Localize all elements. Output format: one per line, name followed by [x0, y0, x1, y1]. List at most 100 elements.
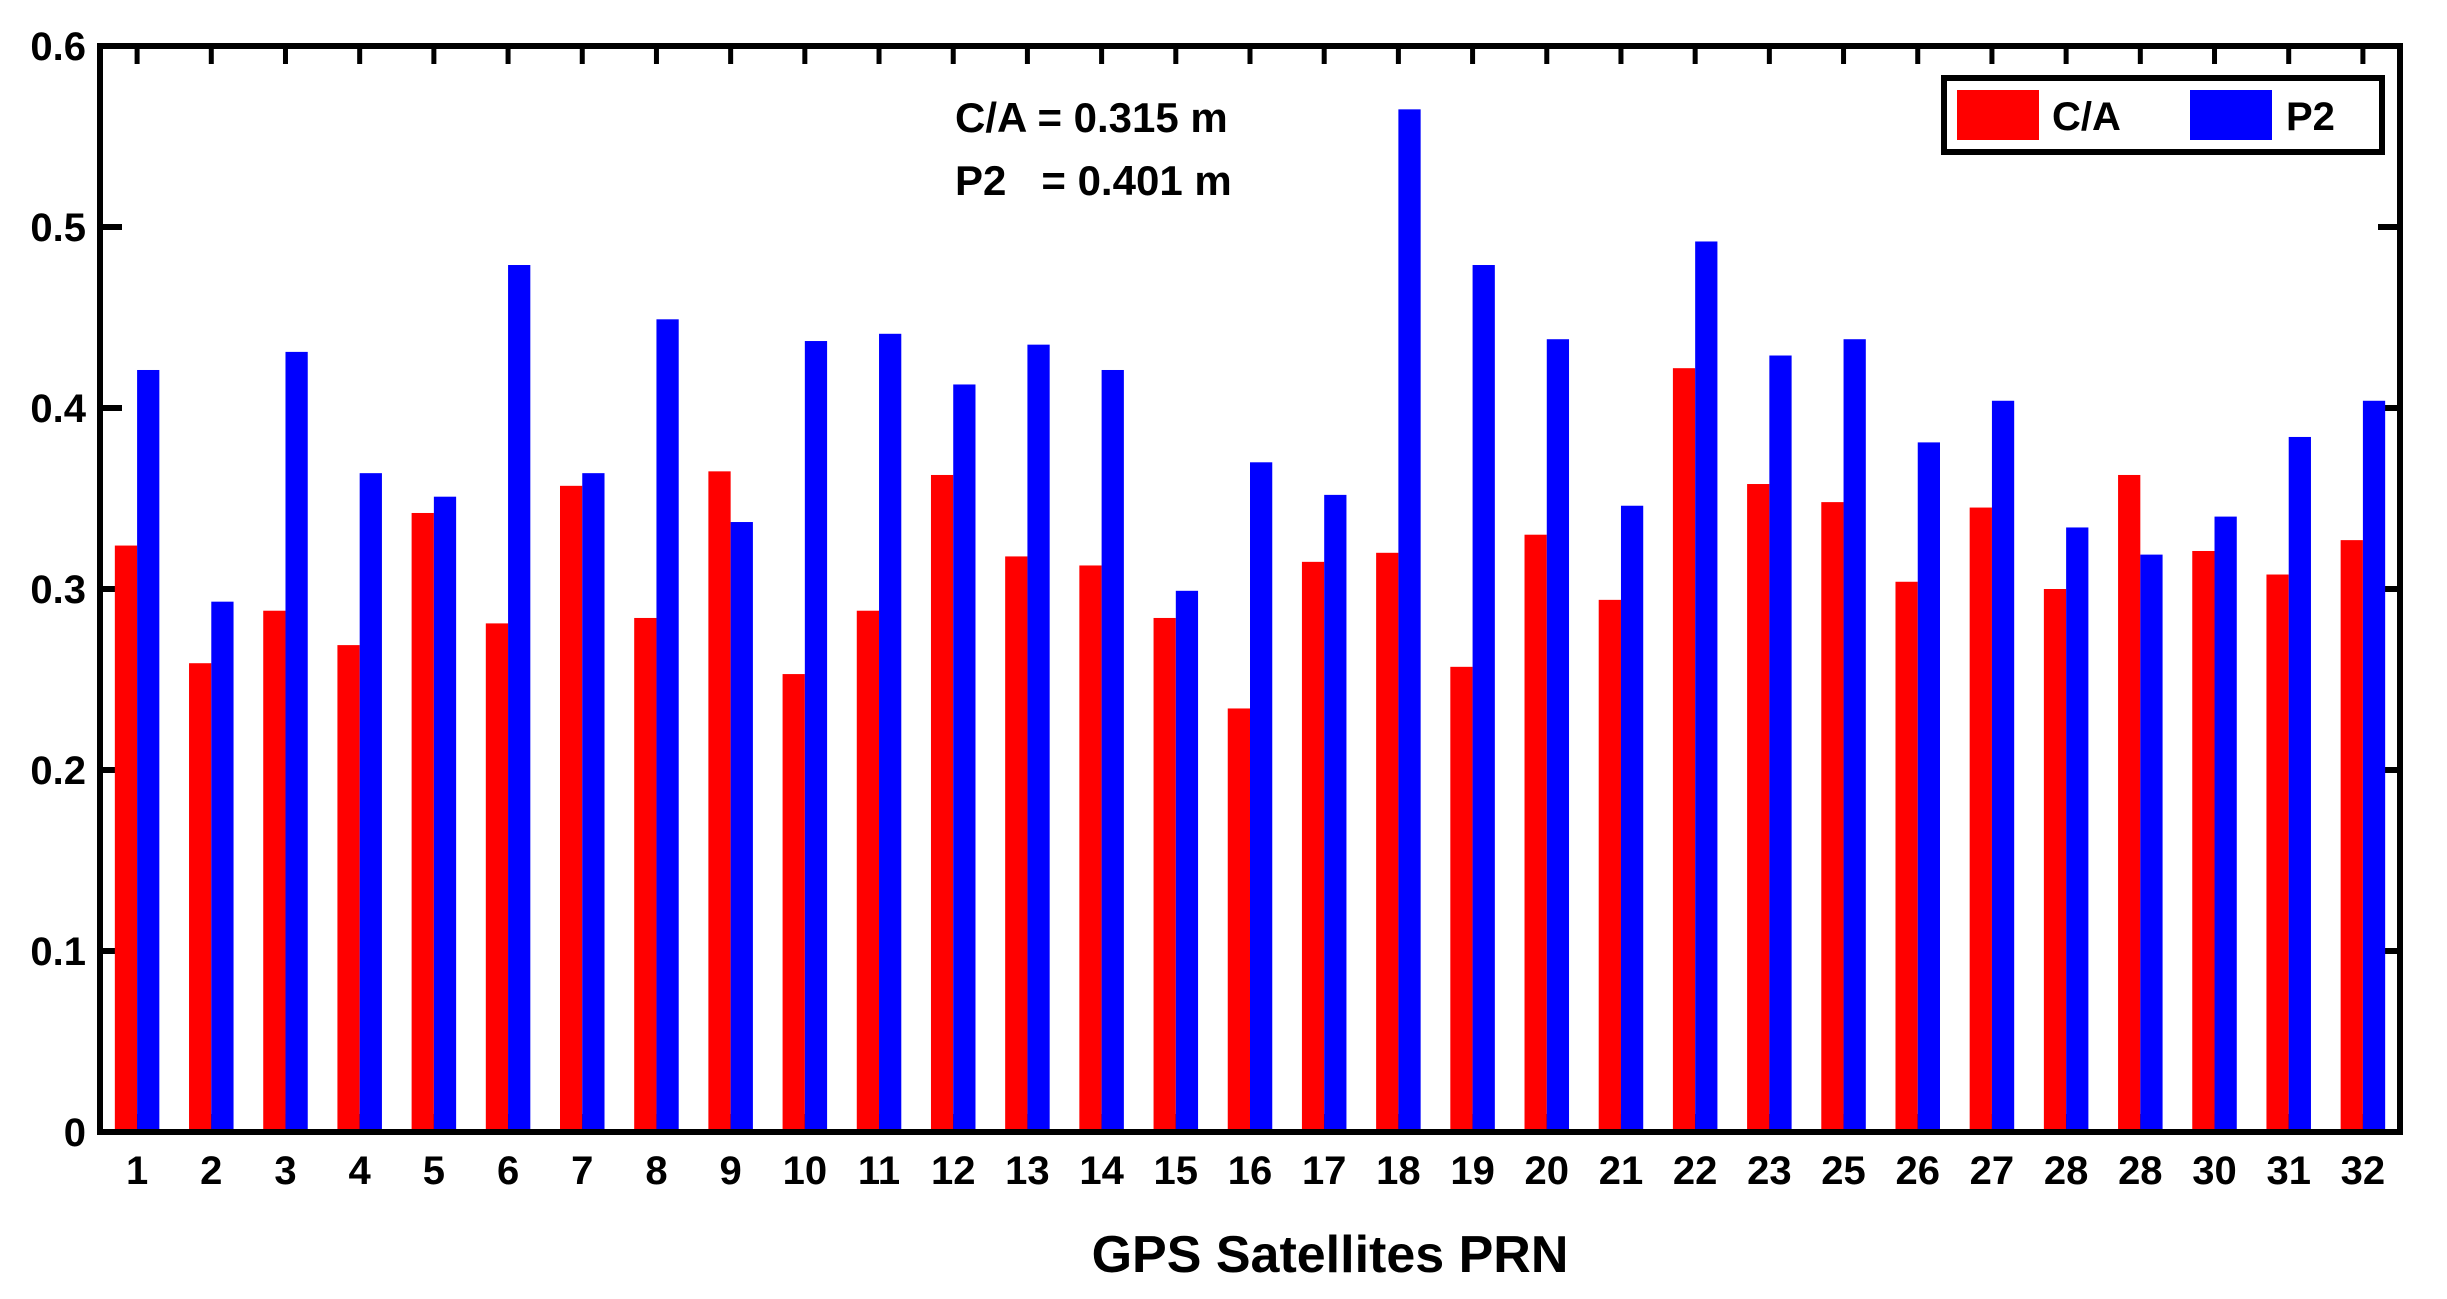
- bar-p2-10: [804, 341, 828, 1132]
- bar-p2-16: [1250, 462, 1273, 1132]
- bar-ca-2: [189, 663, 212, 1132]
- bar-ca-9: [708, 471, 731, 1133]
- bar-p2-22: [1695, 241, 1718, 1133]
- bar-p2-1: [137, 369, 160, 1132]
- bar-p2-21: [1620, 505, 1644, 1132]
- bar-ca-30: [2192, 550, 2215, 1132]
- bar-series: [114, 109, 2386, 1133]
- plot-area-frame: [97, 43, 2403, 1135]
- bar-p2-11: [879, 333, 902, 1132]
- y-tick-label: 0.3: [30, 568, 86, 612]
- bar-p2-7: [582, 473, 605, 1132]
- bar-p2-14: [1101, 369, 1124, 1132]
- legend-label-ca: C/A: [2052, 95, 2121, 139]
- bar-p2-8: [656, 319, 679, 1132]
- x-tick-label: 23: [1747, 1149, 1792, 1193]
- bar-p2-12: [953, 384, 976, 1133]
- bar-ca-14: [1079, 565, 1102, 1132]
- annotation-ca-mean: C/A = 0.315 m: [955, 94, 1228, 141]
- bar-ca-20: [1524, 534, 1547, 1132]
- bar-p2-6: [508, 265, 531, 1132]
- bar-p2-23: [1769, 355, 1792, 1132]
- bar-ca-10: [782, 674, 805, 1132]
- bar-ca-17: [1301, 561, 1325, 1132]
- bar-p2-27: [1991, 400, 2015, 1132]
- x-tick-label: 25: [1821, 1149, 1866, 1193]
- bar-ca-16: [1227, 708, 1250, 1132]
- legend-swatch-ca: [1957, 90, 2039, 140]
- x-tick-label: 21: [1599, 1149, 1644, 1193]
- bar-p2-28: [2066, 527, 2089, 1132]
- bar-ca-19: [1450, 666, 1473, 1132]
- x-tick-label: 1: [126, 1149, 148, 1193]
- bar-ca-3: [263, 610, 286, 1132]
- y-axis-tick-labels: 0 0.1 0.2 0.3 0.4 0.5 0.6: [30, 25, 86, 1155]
- y-tick-label: 0.5: [30, 206, 86, 250]
- bar-p2-15: [1175, 590, 1199, 1132]
- bar-ca-26: [1895, 581, 1918, 1132]
- x-tick-label: 20: [1525, 1149, 1570, 1193]
- x-tick-label: 22: [1673, 1149, 1718, 1193]
- bar-ca-31: [2266, 574, 2289, 1132]
- bar-p2-20: [1546, 339, 1570, 1133]
- bar-p2-3: [285, 351, 308, 1132]
- x-tick-label: 30: [2192, 1149, 2237, 1193]
- x-tick-label: 15: [1154, 1149, 1199, 1193]
- bar-ca-21: [1598, 599, 1621, 1132]
- x-tick-label: 18: [1376, 1149, 1421, 1193]
- x-tick-label: 32: [2341, 1149, 2386, 1193]
- bar-ca-28: [2043, 589, 2067, 1132]
- bar-p2-4: [359, 473, 382, 1132]
- legend: C/A P2: [1941, 75, 2385, 155]
- bar-p2-28: [2140, 554, 2163, 1132]
- bar-p2-25: [1843, 339, 1866, 1133]
- bar-ca-1: [114, 545, 138, 1132]
- bar-ca-11: [856, 610, 880, 1132]
- x-tick-label: 6: [497, 1149, 519, 1193]
- bar-ca-18: [1376, 552, 1399, 1132]
- bar-p2-18: [1398, 109, 1421, 1133]
- y-tick-label: 0.6: [30, 25, 86, 69]
- bar-p2-32: [2362, 400, 2386, 1132]
- x-tick-label: 9: [720, 1149, 742, 1193]
- bar-ca-8: [634, 617, 657, 1132]
- bar-ca-25: [1821, 502, 1844, 1132]
- x-tick-label: 31: [2266, 1149, 2311, 1193]
- annotation-p2-mean: P2 = 0.401 m: [955, 157, 1232, 204]
- x-tick-label: 2: [200, 1149, 222, 1193]
- x-tick-label: 26: [1895, 1149, 1940, 1193]
- x-tick-label: 27: [1970, 1149, 2015, 1193]
- bar-p2-2: [211, 601, 234, 1132]
- bar-ca-4: [337, 645, 360, 1132]
- y-tick-label: 0: [64, 1111, 86, 1155]
- bar-p2-31: [2288, 436, 2311, 1133]
- x-tick-label: 12: [931, 1149, 976, 1193]
- y-tick-label: 0.1: [30, 930, 86, 974]
- y-tick-label: 0.2: [30, 749, 86, 793]
- legend-swatch-p2: [2190, 90, 2272, 140]
- bar-p2-30: [2214, 516, 2237, 1132]
- bar-ca-27: [1969, 507, 1992, 1132]
- bar-p2-5: [433, 496, 457, 1132]
- x-tick-label: 4: [349, 1149, 372, 1193]
- bar-ca-15: [1153, 617, 1176, 1132]
- legend-label-p2: P2: [2286, 95, 2335, 139]
- bar-ca-23: [1747, 484, 1770, 1132]
- bar-p2-9: [730, 522, 753, 1132]
- bar-ca-32: [2340, 540, 2363, 1132]
- bar-ca-13: [1005, 556, 1028, 1132]
- bar-p2-26: [1917, 442, 1940, 1132]
- bar-p2-19: [1472, 265, 1495, 1132]
- x-tick-label: 3: [274, 1149, 296, 1193]
- x-axis-title: GPS Satellites PRN: [1092, 1226, 1569, 1284]
- x-tick-label: 28: [2118, 1149, 2163, 1193]
- bar-ca-5: [411, 512, 434, 1132]
- x-tick-label: 8: [645, 1149, 667, 1193]
- bar-p2-13: [1027, 344, 1050, 1132]
- x-tick-label: 13: [1005, 1149, 1050, 1193]
- x-tick-label: 28: [2044, 1149, 2089, 1193]
- x-tick-label: 17: [1302, 1149, 1347, 1193]
- x-tick-label: 11: [858, 1149, 900, 1193]
- bar-ca-22: [1672, 368, 1696, 1132]
- x-tick-label: 5: [423, 1149, 445, 1193]
